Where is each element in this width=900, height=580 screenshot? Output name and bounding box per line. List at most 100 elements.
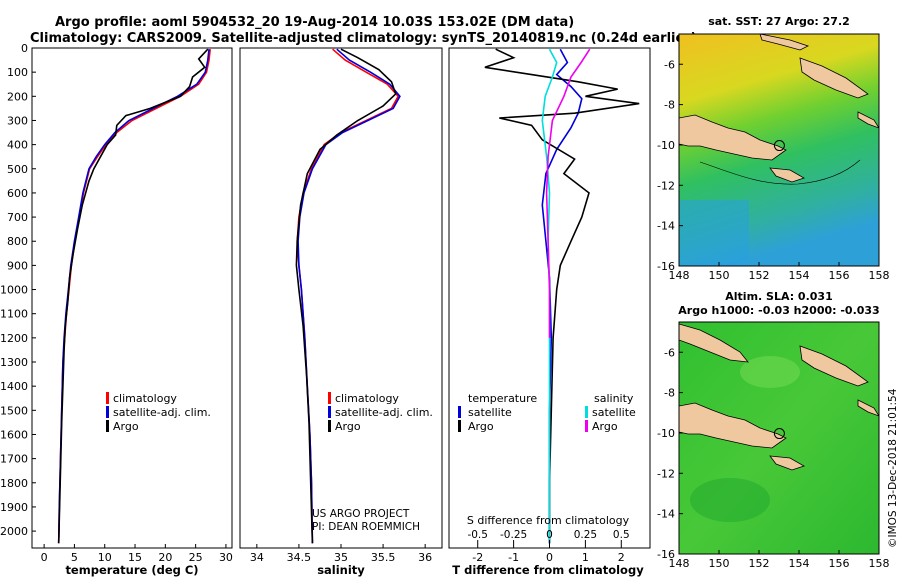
- depth-tick-label: 1500: [0, 404, 28, 417]
- difference-x-axis: -2 -1 0 1 2: [472, 544, 625, 564]
- map-y-tick-label: -12: [657, 179, 675, 192]
- map-y-tick-label: -8: [664, 99, 675, 112]
- salinity-plot: [295, 48, 401, 544]
- s-tick-label: -0.25: [500, 529, 527, 541]
- map-x-tick-label: 156: [829, 557, 850, 570]
- legend-label-s-argo: Argo: [592, 420, 618, 433]
- x-tick-label: 2: [618, 551, 625, 564]
- map-y-tick-label: -12: [657, 467, 675, 480]
- x-tick-label: 0: [546, 551, 553, 564]
- sst-cool-patch: [679, 200, 749, 266]
- legend-label-climatology: climatology: [335, 392, 399, 405]
- legend-label-t-argo: Argo: [468, 420, 494, 433]
- x-tick-label: 10: [98, 551, 112, 564]
- depth-tick-label: 1800: [0, 477, 28, 490]
- depth-tick-label: 700: [7, 211, 28, 224]
- new-ireland: [759, 34, 810, 51]
- x-tick-label: 30: [219, 551, 233, 564]
- map-x-tick-label: 154: [789, 269, 810, 282]
- salinity-xlabel: salinity: [317, 563, 365, 577]
- x-tick-label: -1: [508, 551, 519, 564]
- sst-map-axes: 148 150 152 154 156 158 -6 -8 -10 -12 -14 -16: [657, 58, 889, 282]
- sla-map-axes: 148 150 152 154 156 158 -6 -8 -10 -12 -14 -16: [657, 346, 889, 570]
- png-coastline: [679, 114, 787, 161]
- legend-label-argo: Argo: [335, 420, 361, 433]
- legend-label-argo: Argo: [113, 420, 139, 433]
- depth-tick-label: 2000: [0, 525, 28, 538]
- difference-legend: temperature salinity satellite Argo sate…: [458, 392, 636, 433]
- depth-tick-label: 900: [7, 259, 28, 272]
- depth-tick-label: 600: [7, 187, 28, 200]
- legend-label-climatology: climatology: [113, 392, 177, 405]
- depth-tick-label: 100: [7, 66, 28, 79]
- map-y-tick-label: -14: [657, 508, 675, 521]
- map-y-tick-label: -14: [657, 220, 675, 233]
- png-coastline: [679, 402, 787, 449]
- depth-tick-label: 800: [7, 235, 28, 248]
- difference-xlabel: T difference from climatology: [452, 563, 644, 577]
- temperature-xlabel: temperature (deg C): [65, 563, 198, 577]
- sla-high-patch: [740, 356, 800, 388]
- depth-tick-label: 1700: [0, 453, 28, 466]
- temperature-x-axis: 0 5 10 15 20 25 30: [41, 544, 233, 564]
- x-tick-label: -2: [472, 551, 483, 564]
- map-x-tick-label: 158: [869, 269, 890, 282]
- legend-swatch-t-satellite: [458, 406, 461, 418]
- s-difference-ticks: -0.5 -0.25 0 0.25 0.5: [467, 529, 630, 544]
- sst-map-title: sat. SST: 27 Argo: 27.2: [708, 15, 850, 28]
- australia-coast: [679, 323, 749, 363]
- map-x-tick-label: 148: [669, 557, 690, 570]
- legend-swatch-argo: [328, 420, 331, 432]
- figure-title-line1: Argo profile: aoml 5904532_20 19-Aug-201…: [55, 15, 574, 30]
- map-x-tick-label: 150: [709, 269, 730, 282]
- depth-tick-label: 1300: [0, 356, 28, 369]
- argo-location-marker: [773, 140, 785, 152]
- depth-tick-label: 1100: [0, 308, 28, 321]
- new-britain: [799, 57, 869, 99]
- map-x-tick-label: 152: [749, 557, 770, 570]
- sst-contour: [699, 159, 861, 185]
- legend-swatch-satellite: [328, 406, 331, 418]
- legend-header-salinity: salinity: [594, 392, 634, 405]
- depth-tick-label: 1600: [0, 428, 28, 441]
- sst-map-frame: [678, 33, 880, 267]
- sla-map-title: Altim. SLA: 0.031: [725, 290, 832, 303]
- legend-swatch-s-argo: [585, 420, 588, 432]
- legend-header-temperature: temperature: [468, 392, 537, 405]
- argo-location-marker: [773, 428, 785, 440]
- depth-tick-label: 1200: [0, 332, 28, 345]
- s-tick-label: 0.5: [613, 529, 630, 541]
- series-line-argo: [57, 48, 209, 544]
- legend-swatch-t-argo: [458, 420, 461, 432]
- temperature-legend: climatology satellite-adj. clim. Argo: [106, 392, 211, 433]
- legend-swatch-climatology: [106, 392, 109, 404]
- s-difference-axis-label: S difference from climatology: [467, 514, 630, 527]
- louisiade-islands: [769, 167, 805, 183]
- salinity-panel: [239, 47, 443, 549]
- depth-tick-label: 1900: [0, 501, 28, 514]
- map-x-tick-label: 156: [829, 269, 850, 282]
- series-line-s-argo: [545, 48, 591, 338]
- difference-plot: [484, 48, 640, 544]
- project-credit: US ARGO PROJECT: [312, 508, 410, 520]
- map-x-tick-label: 158: [869, 557, 890, 570]
- depth-tick-label: 1400: [0, 380, 28, 393]
- s-tick-label: 0: [546, 529, 553, 541]
- legend-label-s-satellite: satellite: [592, 406, 636, 419]
- x-tick-label: 1: [582, 551, 589, 564]
- legend-label-satellite: satellite-adj. clim.: [113, 406, 211, 419]
- sla-map-frame: [678, 321, 880, 555]
- series-line-t-argo: [484, 48, 640, 544]
- new-britain: [799, 345, 869, 387]
- legend-label-t-satellite: satellite: [468, 406, 512, 419]
- map-y-tick-label: -6: [664, 346, 675, 359]
- figure-title-line2: Climatology: CARS2009. Satellite-adjuste…: [30, 31, 697, 46]
- x-tick-label: 25: [189, 551, 203, 564]
- s-tick-label: 0.25: [574, 529, 597, 541]
- salinity-legend: climatology satellite-adj. clim. Argo: [328, 392, 433, 433]
- temperature-plot: [57, 48, 211, 544]
- series-line-argo: [295, 48, 397, 544]
- map-y-tick-label: -16: [657, 260, 675, 273]
- x-tick-label: 34.5: [287, 551, 312, 564]
